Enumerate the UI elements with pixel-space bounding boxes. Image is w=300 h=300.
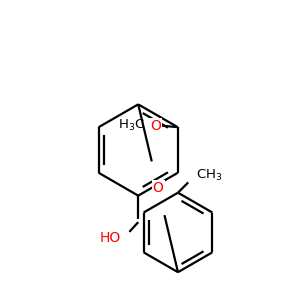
Text: H$_3$C: H$_3$C	[118, 118, 145, 133]
Text: O: O	[153, 181, 164, 195]
Text: CH$_3$: CH$_3$	[196, 167, 222, 183]
Text: HO: HO	[99, 231, 121, 245]
Text: O: O	[150, 119, 161, 133]
